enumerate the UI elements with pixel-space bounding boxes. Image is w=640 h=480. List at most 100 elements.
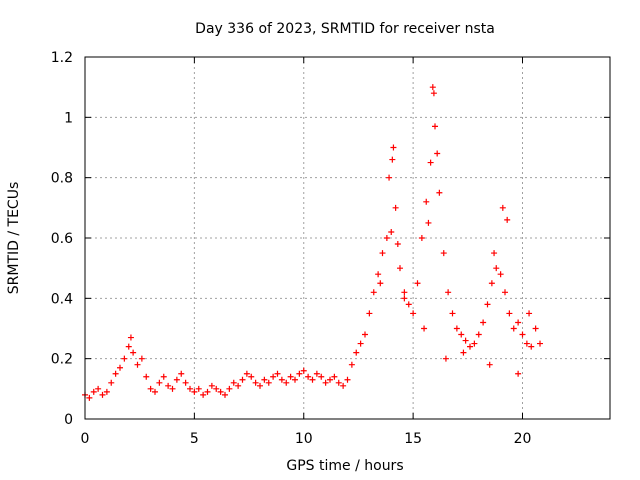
data-point bbox=[248, 373, 255, 380]
data-point bbox=[436, 189, 443, 196]
data-point bbox=[230, 379, 237, 386]
data-point bbox=[274, 370, 281, 377]
grid-lines bbox=[85, 57, 610, 419]
data-point bbox=[182, 379, 189, 386]
data-point bbox=[497, 271, 504, 278]
data-point bbox=[292, 376, 298, 383]
data-point bbox=[375, 271, 382, 278]
data-point bbox=[156, 379, 163, 386]
data-point bbox=[340, 382, 347, 389]
data-point bbox=[200, 391, 207, 398]
x-tick-label: 0 bbox=[81, 431, 90, 447]
data-point bbox=[379, 250, 386, 257]
x-tick-label: 20 bbox=[514, 431, 532, 447]
data-point bbox=[493, 265, 500, 272]
data-point bbox=[442, 355, 449, 362]
data-point bbox=[283, 379, 290, 386]
data-point bbox=[125, 343, 132, 350]
x-tick-label: 15 bbox=[404, 431, 422, 447]
data-point bbox=[430, 90, 437, 97]
y-axis-label: SRMTID / TECUs bbox=[6, 182, 22, 295]
data-point bbox=[143, 373, 150, 380]
x-tick-label: 5 bbox=[190, 431, 199, 447]
data-point bbox=[322, 379, 329, 386]
data-point bbox=[252, 379, 259, 386]
data-point bbox=[392, 204, 399, 211]
data-point bbox=[300, 367, 307, 374]
data-point bbox=[458, 331, 465, 338]
data-point bbox=[499, 204, 506, 211]
data-point bbox=[506, 310, 513, 317]
data-point bbox=[344, 376, 351, 383]
data-point bbox=[389, 156, 396, 163]
data-point bbox=[434, 150, 441, 157]
data-point bbox=[532, 325, 539, 332]
data-point bbox=[222, 391, 228, 398]
data-point bbox=[401, 295, 408, 302]
data-point bbox=[95, 385, 102, 392]
data-point bbox=[318, 373, 325, 380]
data-point bbox=[502, 289, 508, 296]
data-point bbox=[401, 289, 408, 296]
data-point bbox=[383, 235, 390, 241]
data-point bbox=[362, 331, 368, 338]
data-point bbox=[313, 370, 320, 377]
data-point bbox=[243, 370, 250, 377]
data-point bbox=[488, 280, 495, 287]
data-point bbox=[130, 349, 137, 356]
data-point bbox=[208, 382, 215, 389]
data-point bbox=[353, 349, 360, 356]
data-point bbox=[528, 343, 535, 350]
data-point bbox=[480, 319, 487, 326]
data-point bbox=[287, 373, 294, 380]
data-point bbox=[217, 388, 224, 395]
data-point bbox=[178, 370, 185, 377]
y-tick-label: 0.8 bbox=[51, 171, 73, 187]
data-point bbox=[526, 310, 533, 317]
data-point bbox=[445, 289, 452, 296]
data-point bbox=[537, 340, 543, 347]
data-point bbox=[460, 349, 467, 356]
data-point bbox=[103, 388, 110, 395]
data-point bbox=[296, 370, 303, 377]
data-point bbox=[425, 219, 432, 226]
data-point bbox=[523, 340, 530, 347]
data-point bbox=[278, 376, 285, 383]
data-point bbox=[491, 250, 498, 257]
data-point bbox=[270, 373, 277, 380]
data-point bbox=[386, 174, 393, 181]
data-point bbox=[86, 394, 93, 401]
data-point bbox=[377, 280, 384, 287]
x-axis-ticks: 0 5 10 15 20 bbox=[81, 57, 532, 447]
data-point bbox=[305, 373, 312, 380]
data-point bbox=[147, 385, 154, 392]
data-point bbox=[405, 301, 412, 308]
data-point bbox=[127, 334, 134, 341]
data-point bbox=[357, 340, 364, 347]
data-point bbox=[348, 361, 355, 368]
data-point bbox=[410, 310, 417, 317]
data-point bbox=[257, 382, 263, 389]
data-point bbox=[423, 198, 430, 205]
data-point bbox=[239, 376, 246, 383]
data-point bbox=[235, 382, 242, 389]
data-point bbox=[370, 289, 377, 296]
data-point bbox=[486, 361, 493, 368]
data-point bbox=[327, 376, 333, 383]
data-point bbox=[504, 216, 511, 223]
y-tick-label: 0.6 bbox=[51, 231, 73, 247]
data-point bbox=[366, 310, 373, 317]
x-tick-label: 10 bbox=[295, 431, 313, 447]
data-point bbox=[138, 355, 145, 362]
data-point bbox=[261, 376, 268, 383]
data-point bbox=[195, 385, 202, 392]
data-point bbox=[173, 376, 180, 383]
y-axis-ticks: 0 0.2 0.4 0.6 0.8 1 1.2 bbox=[51, 50, 610, 428]
data-point bbox=[112, 370, 119, 377]
data-point bbox=[397, 265, 403, 272]
data-point bbox=[169, 385, 176, 392]
data-point bbox=[427, 159, 434, 166]
data-point bbox=[484, 301, 491, 308]
data-point bbox=[418, 235, 425, 241]
data-point bbox=[90, 388, 97, 395]
